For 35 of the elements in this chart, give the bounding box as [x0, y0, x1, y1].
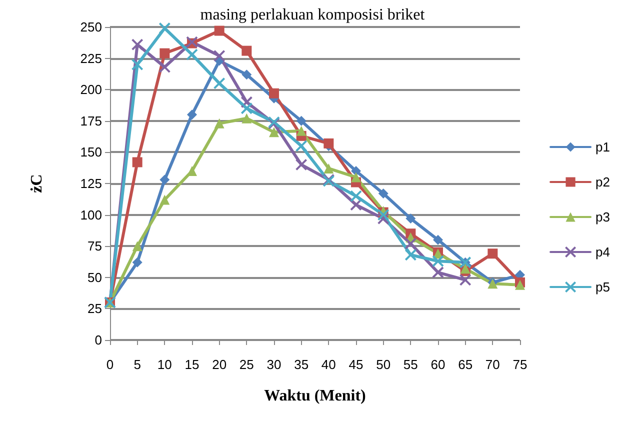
y-tick-label: 250 — [80, 20, 102, 34]
legend-label: p2 — [596, 174, 610, 190]
y-tick-label: 200 — [80, 82, 102, 98]
x-tick-label: 45 — [348, 357, 364, 372]
x-tick-label: 0 — [106, 357, 114, 372]
x-tick-label: 5 — [134, 357, 141, 372]
x-tick-label: 10 — [157, 357, 172, 372]
x-tick-label: 25 — [239, 357, 254, 372]
y-tick-label: 100 — [80, 207, 102, 222]
y-tick-label: 150 — [80, 144, 102, 160]
x-tick-label: 65 — [458, 357, 473, 372]
x-tick-label: 20 — [212, 357, 227, 372]
x-tick-label: 40 — [321, 357, 336, 372]
chart-title: masing perlakuan komposisi briket — [200, 6, 426, 24]
x-tick-label: 75 — [512, 357, 528, 372]
x-tick-label: 70 — [485, 357, 500, 372]
x-tick-label: 35 — [294, 357, 309, 372]
x-tick-label: 55 — [403, 357, 418, 372]
legend-label: p4 — [596, 244, 610, 260]
x-tick-label: 50 — [376, 357, 391, 372]
y-tick-label: 125 — [80, 176, 102, 191]
legend-label: p5 — [596, 280, 610, 294]
y-tick-label: 25 — [88, 301, 102, 316]
y-axis-title: żC — [28, 174, 46, 193]
x-tick-label: 15 — [184, 357, 200, 372]
y-tick-label: 225 — [80, 50, 102, 66]
x-tick-label: 30 — [266, 357, 282, 372]
x-tick-label: 60 — [430, 357, 446, 372]
legend-label: p1 — [596, 140, 610, 154]
y-tick-label: 75 — [88, 238, 102, 254]
y-tick-label: 175 — [80, 113, 102, 128]
y-tick-label: 0 — [94, 332, 102, 348]
y-tick-label: 50 — [88, 270, 102, 285]
x-axis-title: Waktu (Menit) — [264, 388, 366, 404]
legend-label: p3 — [596, 210, 610, 224]
